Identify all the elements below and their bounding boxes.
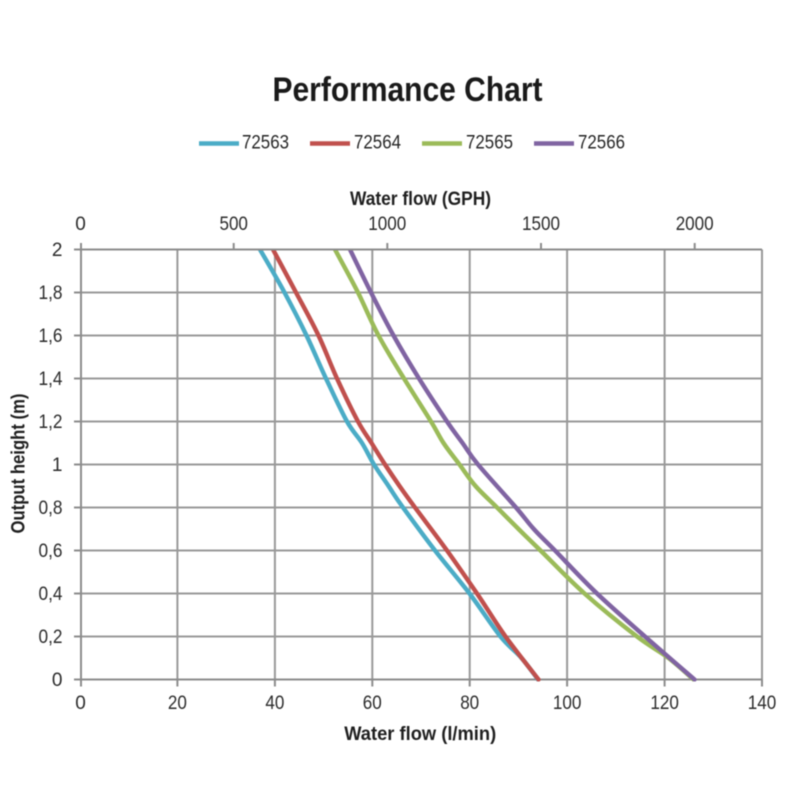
svg-text:1: 1 — [52, 455, 63, 476]
svg-text:72565: 72565 — [466, 132, 513, 154]
svg-text:40: 40 — [265, 693, 284, 714]
svg-text:1500: 1500 — [522, 214, 560, 235]
svg-text:Performance Chart: Performance Chart — [273, 71, 543, 109]
svg-text:80: 80 — [460, 693, 479, 714]
svg-text:0: 0 — [75, 693, 86, 714]
svg-text:Water flow (GPH): Water flow (GPH) — [350, 188, 491, 210]
svg-text:Water flow (l/min): Water flow (l/min) — [344, 723, 496, 745]
svg-text:Output height (m): Output height (m) — [8, 394, 30, 534]
svg-text:1,8: 1,8 — [39, 283, 63, 304]
svg-text:2000: 2000 — [676, 214, 714, 235]
svg-text:0,2: 0,2 — [39, 627, 63, 648]
svg-text:1,6: 1,6 — [39, 326, 63, 347]
svg-text:1,4: 1,4 — [39, 369, 63, 390]
svg-text:0,6: 0,6 — [39, 541, 63, 562]
svg-text:72563: 72563 — [242, 132, 289, 154]
svg-text:100: 100 — [553, 693, 582, 714]
svg-text:2: 2 — [52, 240, 63, 261]
svg-text:0: 0 — [75, 214, 86, 235]
svg-text:140: 140 — [748, 693, 777, 714]
svg-text:1,2: 1,2 — [39, 412, 63, 433]
svg-text:1000: 1000 — [368, 214, 406, 235]
svg-text:0,4: 0,4 — [39, 584, 63, 605]
svg-text:500: 500 — [219, 214, 248, 235]
svg-text:20: 20 — [168, 693, 187, 714]
svg-text:60: 60 — [363, 693, 382, 714]
svg-text:72564: 72564 — [354, 132, 401, 154]
svg-text:120: 120 — [650, 693, 679, 714]
svg-text:72566: 72566 — [578, 132, 625, 154]
svg-text:0: 0 — [52, 670, 63, 691]
svg-text:0,8: 0,8 — [39, 498, 63, 519]
